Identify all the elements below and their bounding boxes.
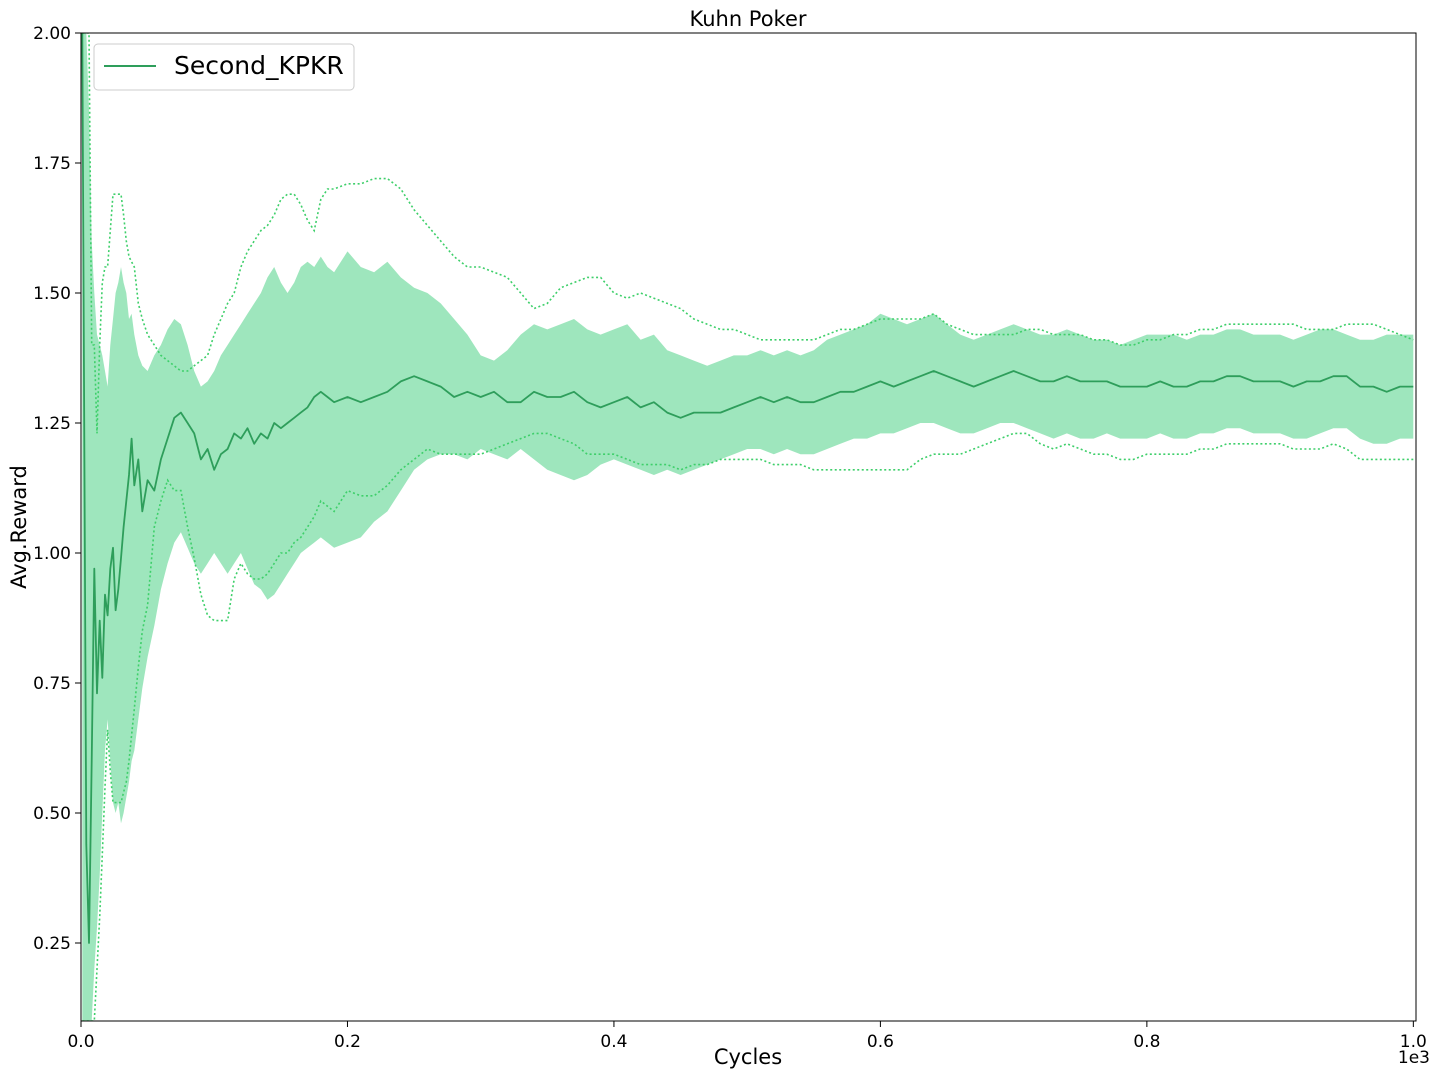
legend-box [93,43,355,91]
y-tick-label: 0.25 [33,934,71,954]
x-tick-label: 0.8 [1133,1032,1160,1052]
x-tick-label: 0.4 [600,1032,627,1052]
y-tick-label: 1.75 [33,154,71,174]
mean-line [81,33,1414,944]
x-axis: 0.0 0.2 0.4 0.6 0.8 1.0 [67,1021,1427,1052]
y-axis-label: Avg.Reward [7,465,31,589]
legend-label: Second_KPKR [174,51,344,80]
upper-bound-line [82,33,1414,434]
x-axis-offset-label: 1e3 [1398,1048,1430,1068]
x-tick-label: 0.6 [867,1032,894,1052]
chart-title: Kuhn Poker [689,7,806,31]
y-tick-label: 1.50 [33,284,71,304]
x-tick-label: 0.0 [67,1032,94,1052]
y-tick-label: 0.75 [33,674,71,694]
plot-area [81,33,1414,1021]
y-axis: 0.25 0.50 0.75 1.00 1.25 1.50 1.75 2.00 [33,24,81,954]
y-tick-label: 1.00 [33,544,71,564]
plot-frame [80,32,1417,1022]
x-tick-label: 0.2 [334,1032,361,1052]
confidence-band [82,33,1414,1021]
y-tick-label: 1.25 [33,414,71,434]
x-axis-label: Cycles [714,1045,782,1069]
legend: Second_KPKR [93,43,355,91]
y-tick-label: 2.00 [33,24,71,44]
y-tick-label: 0.50 [33,804,71,824]
x-tick-label: 1.0 [1400,1032,1427,1052]
